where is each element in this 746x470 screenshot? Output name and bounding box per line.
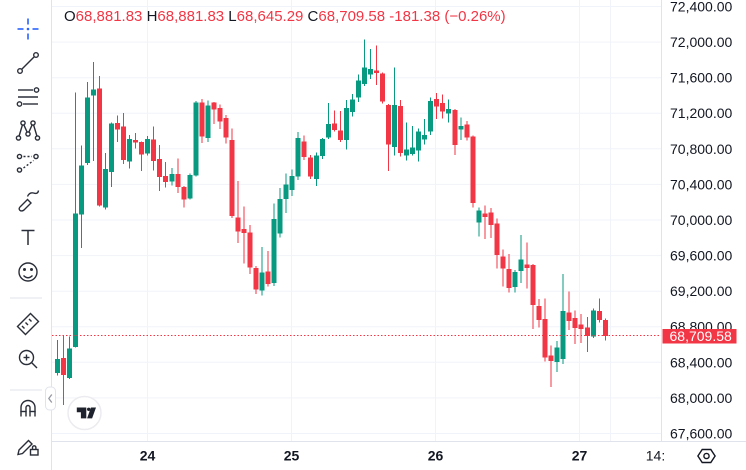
- svg-text:71,200.00: 71,200.00: [670, 105, 732, 121]
- svg-text:68,000.00: 68,000.00: [670, 390, 732, 406]
- svg-text:71,600.00: 71,600.00: [670, 70, 732, 86]
- svg-text:68,709.58: 68,709.58: [670, 328, 732, 344]
- svg-text:24: 24: [140, 448, 156, 464]
- svg-text:25: 25: [284, 448, 300, 464]
- svg-text:26: 26: [428, 448, 444, 464]
- svg-text:67,600.00: 67,600.00: [670, 426, 732, 442]
- svg-text:70,800.00: 70,800.00: [670, 141, 732, 157]
- svg-text:72,000.00: 72,000.00: [670, 34, 732, 50]
- svg-text:O68,881.83 H68,881.83 L68,645.: O68,881.83 H68,881.83 L68,645.29 C68,709…: [64, 8, 506, 25]
- svg-text:14:: 14:: [646, 448, 665, 464]
- svg-text:70,000.00: 70,000.00: [670, 212, 732, 228]
- svg-text:69,600.00: 69,600.00: [670, 248, 732, 264]
- svg-text:69,200.00: 69,200.00: [670, 283, 732, 299]
- svg-text:72,400.00: 72,400.00: [670, 0, 732, 15]
- svg-text:68,400.00: 68,400.00: [670, 354, 732, 370]
- svg-text:27: 27: [572, 448, 588, 464]
- svg-text:70,400.00: 70,400.00: [670, 176, 732, 192]
